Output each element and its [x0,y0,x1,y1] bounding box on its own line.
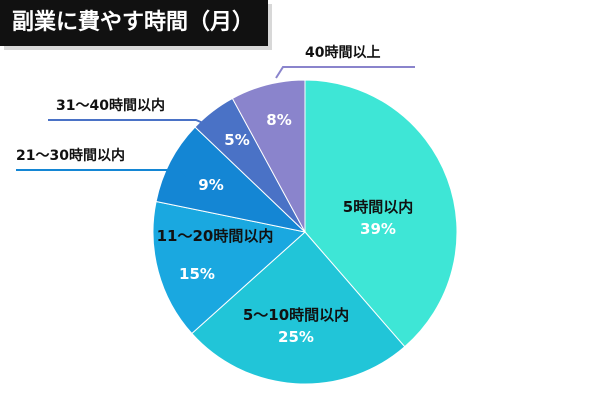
slice-value-4: 9% [198,176,223,194]
slice-label-1: 5時間以内 [343,198,413,216]
leader-line-6 [275,66,415,79]
slice-label-5: 31〜40時間以内 [56,97,165,114]
slice-value-5: 5% [224,131,249,149]
slice-value-1: 39% [360,220,396,238]
chart-title: 副業に費やす時間（月） [0,0,269,46]
slice-value-6: 8% [266,111,291,129]
pie-slice-3 [152,200,307,335]
pie-slice-6 [231,79,306,233]
slice-label-2: 5〜10時間以内 [243,306,349,324]
slice-value-3: 15% [179,265,215,283]
leader-line-4 [16,169,187,179]
pie-slice-4 [155,126,307,233]
pie-slice-1 [304,79,458,348]
pie-slice-2 [191,231,406,385]
slice-value-2: 25% [278,328,314,346]
slice-label-6: 40時間以上 [305,44,380,61]
slice-label-4: 21〜30時間以内 [16,147,125,164]
slice-label-3: 11〜20時間以内 [157,227,274,245]
leader-line-5 [48,119,211,127]
